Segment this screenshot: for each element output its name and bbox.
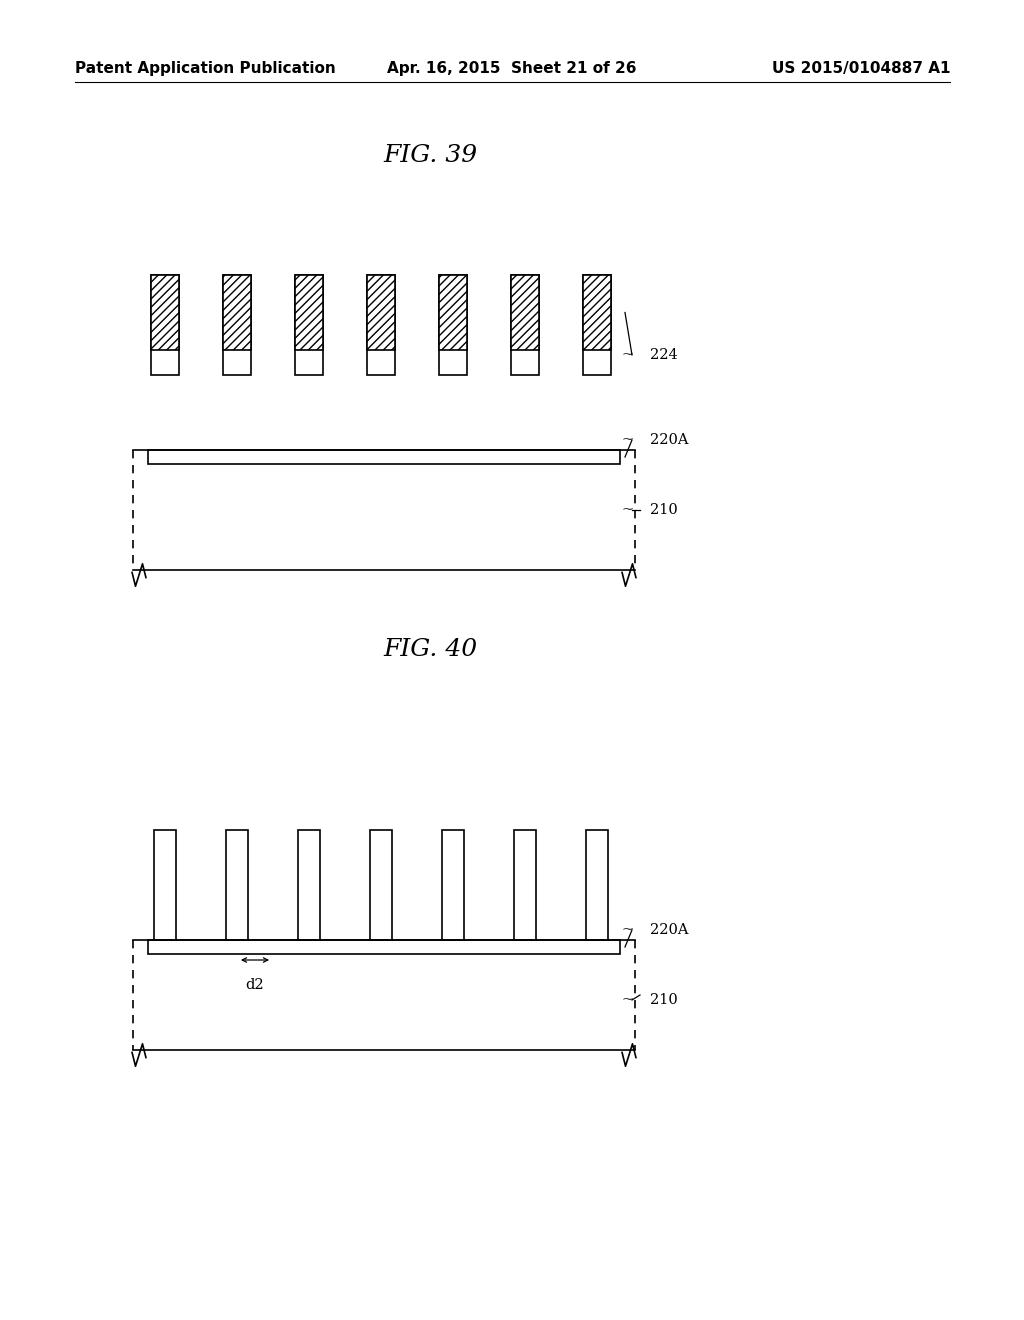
- Bar: [586, 830, 608, 940]
- Text: 224: 224: [650, 348, 678, 362]
- Text: Patent Application Publication: Patent Application Publication: [75, 61, 336, 75]
- Text: Apr. 16, 2015  Sheet 21 of 26: Apr. 16, 2015 Sheet 21 of 26: [387, 61, 637, 75]
- Bar: [226, 830, 248, 940]
- Bar: [442, 830, 464, 940]
- Bar: [511, 275, 539, 350]
- Text: d2: d2: [246, 978, 264, 993]
- Text: US 2015/0104887 A1: US 2015/0104887 A1: [771, 61, 950, 75]
- Bar: [514, 830, 536, 940]
- Text: ~: ~: [622, 993, 634, 1007]
- Text: ~: ~: [622, 348, 634, 362]
- Bar: [148, 450, 620, 465]
- Bar: [583, 275, 611, 350]
- Bar: [223, 275, 251, 375]
- Bar: [148, 940, 620, 954]
- Bar: [223, 275, 251, 350]
- Bar: [439, 275, 467, 375]
- Text: 220A: 220A: [650, 433, 688, 447]
- Text: 220A: 220A: [650, 923, 688, 937]
- Bar: [367, 275, 395, 350]
- Text: 210: 210: [650, 503, 678, 517]
- Bar: [439, 275, 467, 350]
- Bar: [151, 275, 179, 350]
- Bar: [370, 830, 392, 940]
- Bar: [367, 275, 395, 375]
- Bar: [295, 275, 323, 350]
- Bar: [583, 275, 611, 375]
- Bar: [298, 830, 319, 940]
- Text: 210: 210: [650, 993, 678, 1007]
- Bar: [295, 275, 323, 375]
- Text: ~: ~: [622, 923, 634, 937]
- Text: ~: ~: [622, 433, 634, 447]
- Bar: [151, 275, 179, 375]
- Bar: [154, 830, 176, 940]
- Bar: [511, 275, 539, 375]
- Text: FIG. 39: FIG. 39: [383, 144, 477, 166]
- Text: FIG. 40: FIG. 40: [383, 639, 477, 661]
- Text: ~: ~: [622, 503, 634, 517]
